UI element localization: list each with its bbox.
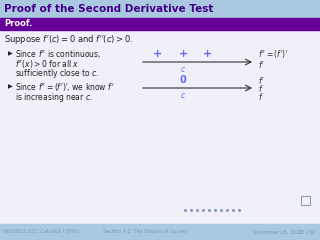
- Text: c: c: [181, 91, 185, 101]
- Text: $f'$: $f'$: [258, 60, 265, 71]
- Text: V63.0121.021, Calculus I (NYU): V63.0121.021, Calculus I (NYU): [3, 229, 79, 234]
- Bar: [0, 18, 320, 30]
- Text: sufficiently close to $c$.: sufficiently close to $c$.: [15, 67, 99, 80]
- Text: $f$: $f$: [258, 90, 264, 102]
- Text: +: +: [153, 49, 163, 59]
- Text: +: +: [204, 49, 212, 59]
- Text: Proof of the Second Derivative Test: Proof of the Second Derivative Test: [4, 4, 213, 14]
- Text: November 16, 2010: November 16, 2010: [253, 229, 302, 234]
- Text: is increasing near $c$.: is increasing near $c$.: [15, 90, 93, 103]
- Text: Section 4.2  The Shapes of Curves: Section 4.2 The Shapes of Curves: [103, 229, 187, 234]
- Text: +: +: [178, 49, 188, 59]
- Text: $f''(x) > 0$ for all $x$: $f''(x) > 0$ for all $x$: [15, 58, 79, 70]
- Text: Since $f''$ is continuous,: Since $f''$ is continuous,: [15, 48, 101, 60]
- Text: $f'$: $f'$: [258, 74, 265, 85]
- Text: Suppose $f'(c) = 0$ and $f''(c) > 0$.: Suppose $f'(c) = 0$ and $f''(c) > 0$.: [4, 34, 133, 47]
- Bar: [301, 196, 310, 205]
- Text: $f$: $f$: [258, 83, 264, 94]
- Text: c: c: [181, 66, 185, 74]
- Text: 25 / 32: 25 / 32: [298, 229, 315, 234]
- Text: ▶: ▶: [8, 52, 13, 56]
- Bar: [0, 0, 320, 18]
- Text: $f'' = (f')'$: $f'' = (f')'$: [258, 48, 288, 60]
- Text: Proof.: Proof.: [4, 19, 32, 29]
- Text: Since $f'' = (f')'$, we know $f'$: Since $f'' = (f')'$, we know $f'$: [15, 81, 115, 93]
- Text: ▶: ▶: [8, 84, 13, 90]
- Text: 0: 0: [180, 75, 186, 85]
- Bar: [0, 224, 320, 240]
